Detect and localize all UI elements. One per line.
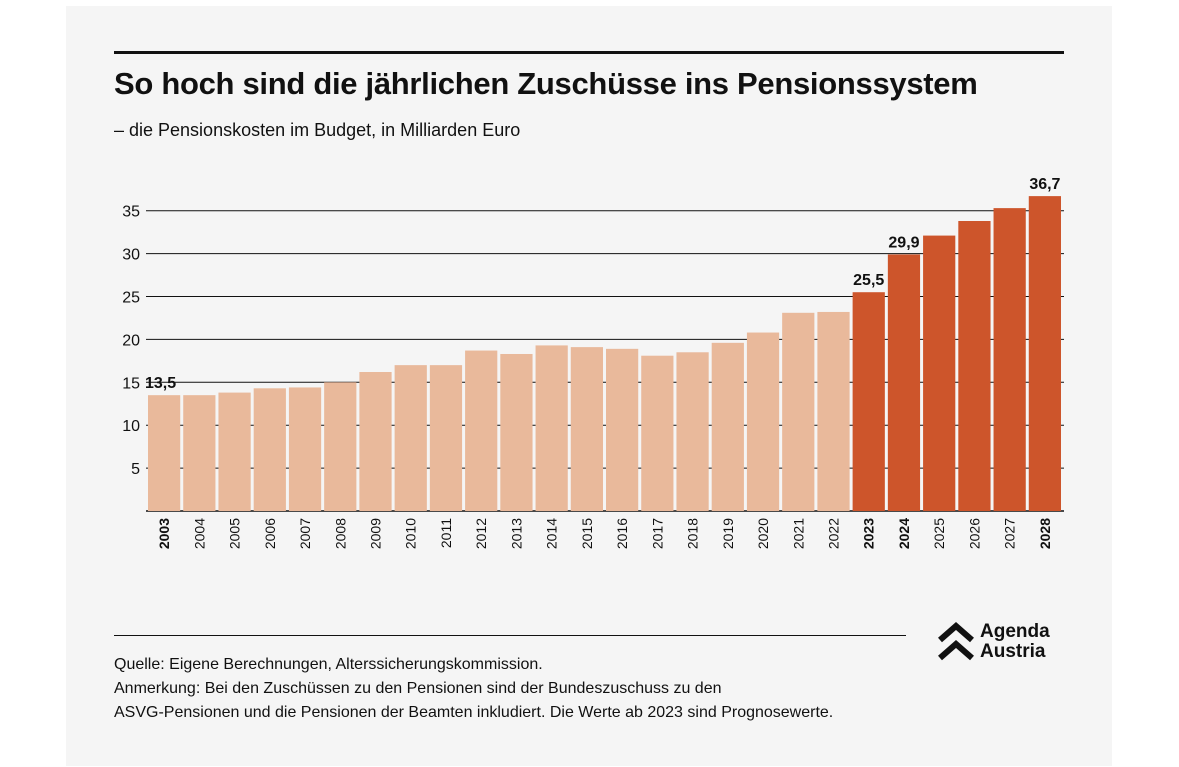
x-tick-label-2013: 2013 [508, 518, 524, 549]
bar-2006 [253, 388, 286, 511]
data-label-2024: 29,9 [888, 234, 919, 251]
bar-2014 [535, 345, 568, 511]
x-tick-label-2017: 2017 [649, 518, 665, 549]
double-chevron-up-icon [938, 622, 974, 661]
logo-text: Agenda Austria [980, 622, 1050, 662]
bar-2019 [711, 342, 744, 511]
bar-2010 [394, 365, 427, 511]
x-tick-label-2005: 2005 [227, 518, 243, 549]
bar-2012 [465, 350, 498, 511]
bar-2023 [852, 292, 885, 511]
chart-title: So hoch sind die jährlichen Zuschüsse in… [114, 66, 978, 101]
x-tick-label-2019: 2019 [720, 518, 736, 549]
bar-2021 [782, 312, 815, 511]
x-tick-label-2021: 2021 [790, 518, 806, 549]
x-tick-label-2012: 2012 [473, 518, 489, 549]
agenda-austria-logo: Agenda Austria [938, 620, 1068, 666]
bar-2018 [676, 352, 709, 511]
bar-2025 [923, 235, 956, 511]
y-tick-label: 20 [122, 332, 140, 349]
x-tick-label-2027: 2027 [1002, 518, 1018, 549]
bar-2016 [606, 348, 639, 511]
top-rule [114, 51, 1064, 54]
x-tick-label-2011: 2011 [438, 518, 454, 548]
bar-2003 [148, 395, 181, 511]
bars [148, 196, 1061, 511]
bar-2007 [288, 387, 322, 511]
x-tick-label-2018: 2018 [685, 518, 701, 549]
bar-2015 [570, 347, 603, 511]
x-axis: 2003 2004 2005 2006 2007 2008 2009 2010 2011 2012… [156, 518, 1053, 549]
x-tick-label-2004: 2004 [191, 518, 207, 549]
x-tick-label-2015: 2015 [579, 518, 595, 549]
x-tick-label-2023: 2023 [861, 518, 877, 549]
bar-2028 [1028, 196, 1061, 511]
bar-2009 [359, 372, 392, 511]
bar-2004 [183, 395, 216, 511]
bar-2022 [817, 311, 850, 511]
bar-2020 [746, 332, 780, 511]
x-tick-label-2006: 2006 [262, 518, 278, 549]
y-axis: 5 10 15 20 25 30 35 [122, 204, 140, 478]
remark-note-line-2: ASVG-Pensionen und die Pensionen der Bea… [114, 704, 834, 721]
y-tick-label: 10 [122, 418, 140, 435]
x-tick-label-2009: 2009 [368, 518, 384, 549]
bar-2008 [324, 382, 357, 511]
y-tick-label: 35 [122, 204, 140, 221]
x-tick-label-2008: 2008 [332, 518, 348, 549]
x-tick-label-2028: 2028 [1037, 518, 1053, 549]
x-tick-label-2020: 2020 [755, 518, 771, 549]
data-labels: 13,5 25,5 29,9 36,7 [145, 176, 1061, 392]
logo-line-1: Agenda [980, 621, 1050, 642]
bar-2027 [993, 208, 1026, 511]
bar-2024 [887, 254, 921, 511]
x-tick-label-2010: 2010 [403, 518, 419, 549]
bar-2017 [641, 355, 674, 511]
source-note: Quelle: Eigene Berechnungen, Alterssiche… [114, 656, 543, 673]
bottom-rule [114, 635, 906, 636]
y-tick-label: 25 [122, 290, 140, 307]
x-tick-label-2003: 2003 [156, 518, 172, 549]
x-tick-label-2025: 2025 [931, 518, 947, 549]
x-tick-label-2026: 2026 [966, 518, 982, 549]
bar-2026 [958, 220, 991, 511]
chart-subtitle: – die Pensionskosten im Budget, in Milli… [114, 120, 521, 140]
logo-line-2: Austria [980, 641, 1046, 662]
x-tick-label-2022: 2022 [826, 518, 842, 549]
bar-2013 [500, 353, 533, 511]
data-label-2003: 13,5 [145, 375, 176, 392]
x-tick-label-2024: 2024 [896, 518, 912, 549]
remark-note-line-1: Anmerkung: Bei den Zuschüssen zu den Pen… [114, 680, 722, 697]
y-tick-label: 5 [131, 461, 140, 478]
y-tick-label: 30 [122, 247, 140, 264]
x-tick-label-2016: 2016 [614, 518, 630, 549]
bar-2011 [429, 365, 463, 511]
x-tick-label-2014: 2014 [544, 518, 560, 549]
y-tick-label: 15 [122, 375, 140, 392]
data-label-2023: 25,5 [853, 272, 884, 289]
x-tick-label-2007: 2007 [297, 518, 313, 549]
bar-2005 [218, 392, 251, 511]
data-label-2028: 36,7 [1029, 176, 1060, 193]
